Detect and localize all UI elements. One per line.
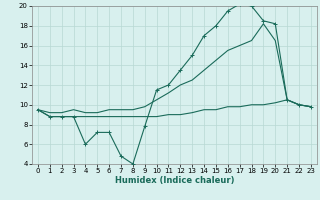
X-axis label: Humidex (Indice chaleur): Humidex (Indice chaleur) [115,176,234,185]
